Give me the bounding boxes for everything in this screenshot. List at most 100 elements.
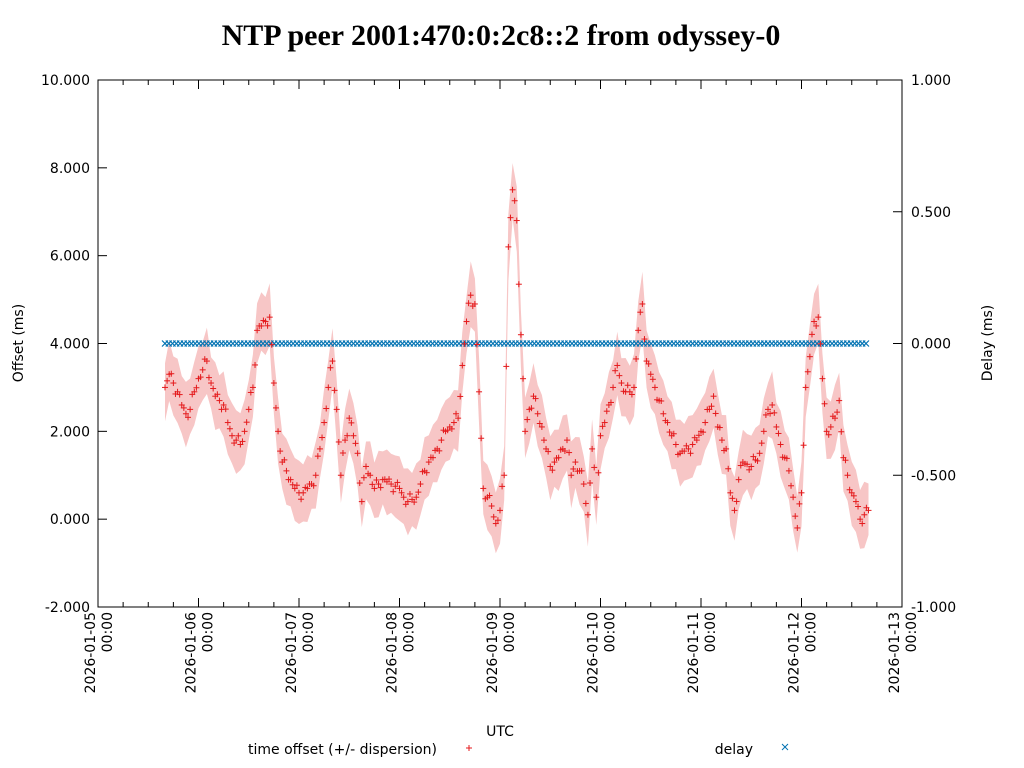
offset-point [270, 380, 277, 387]
x-tick-time: 00:00 [904, 612, 920, 652]
offset-point [767, 410, 774, 417]
offset-point [316, 445, 323, 452]
offset-point [817, 340, 824, 347]
offset-point [453, 410, 460, 417]
offset-point [765, 406, 771, 413]
offset-point [628, 391, 635, 398]
offset-point [773, 423, 780, 430]
offset-point [572, 459, 579, 466]
offset-point [842, 457, 849, 464]
offset-point [233, 437, 240, 444]
offset-point [670, 430, 677, 437]
x-tick-date: 2026-01-11 [686, 612, 702, 693]
offset-point [509, 186, 516, 193]
offset-point [229, 432, 235, 439]
offset-point [599, 423, 606, 430]
offset-point [492, 520, 499, 527]
y-tick-label: -2.000 [45, 600, 90, 616]
offset-point [729, 495, 736, 502]
offset-series [162, 186, 872, 531]
x-axis: 2026-01-05 00:00 2026-01-06 00:00 2026-01-07… [83, 80, 920, 693]
offset-point [503, 363, 510, 370]
offset-point [329, 358, 336, 365]
x-tick-label: 2026-01-08 00:00 [385, 612, 418, 693]
offset-point [182, 410, 189, 417]
offset-point [695, 432, 702, 439]
offset-point [865, 507, 872, 514]
offset-point [459, 362, 466, 369]
offset-point [647, 371, 654, 378]
offset-point [486, 492, 493, 499]
offset-point [375, 481, 382, 488]
offset-point [239, 438, 246, 445]
offset-point [505, 243, 512, 250]
offset-point [607, 399, 614, 406]
offset-point [616, 372, 623, 379]
offset-point [685, 445, 692, 452]
offset-point [746, 466, 753, 473]
offset-point [612, 367, 619, 374]
legend-marker-delay [781, 743, 789, 751]
offset-point [203, 358, 210, 365]
x-tick-date: 2026-01-07 [284, 612, 300, 693]
offset-point [815, 314, 822, 321]
offset-point [566, 449, 573, 456]
offset-point [859, 520, 866, 527]
offset-point [386, 476, 393, 483]
offset-point [377, 484, 384, 491]
offset-point [687, 450, 694, 457]
offset-point [465, 300, 472, 307]
offset-point [388, 481, 395, 488]
offset-point [827, 423, 834, 430]
offset-point [291, 485, 298, 492]
delay-point [862, 340, 870, 347]
offset-point [245, 406, 252, 413]
offset-point [681, 448, 688, 455]
y2-tick-label: 1.000 [911, 73, 951, 89]
offset-point [702, 419, 709, 426]
x-tick-date: 2026-01-12 [787, 612, 803, 693]
offset-point [507, 214, 514, 221]
offset-point [191, 388, 198, 395]
offset-point [536, 420, 543, 427]
offset-point [551, 459, 558, 466]
offset-point [637, 309, 644, 316]
offset-point [532, 395, 539, 402]
offset-point [727, 489, 734, 496]
offset-point [520, 375, 527, 382]
offset-point [515, 281, 522, 288]
offset-point [501, 472, 508, 479]
offset-point [371, 485, 378, 492]
offset-point [423, 469, 430, 476]
offset-point [450, 419, 457, 426]
offset-point [517, 331, 524, 338]
x-tick-time: 00:00 [201, 612, 217, 652]
offset-point [748, 463, 755, 470]
offset-point [848, 489, 855, 496]
legend-label-delay: delay [715, 742, 753, 758]
offset-point [478, 435, 485, 442]
offset-point [511, 197, 518, 204]
offset-point [601, 419, 608, 426]
delay-mark-b [862, 340, 870, 347]
offset-point [235, 432, 242, 439]
offset-point [788, 482, 795, 489]
offset-point [254, 327, 261, 334]
offset-point [298, 496, 305, 503]
offset-point [436, 447, 443, 454]
offset-point [808, 331, 815, 338]
offset-point [591, 464, 598, 471]
offset-point [350, 432, 357, 439]
offset-point [758, 440, 765, 447]
offset-point [737, 462, 744, 469]
offset-point [649, 376, 656, 383]
offset-point [258, 322, 265, 329]
offset-point [555, 454, 562, 461]
offset-point [700, 429, 707, 436]
y2-tick-label: 0.000 [911, 337, 951, 353]
x-tick-date: 2026-01-13 [887, 612, 903, 693]
y-tick-label: 8.000 [50, 161, 90, 177]
offset-point [262, 318, 269, 325]
y-axis-right: -1.000 -0.500 0.000 0.500 1.000 [893, 73, 956, 616]
offset-point [798, 489, 805, 496]
